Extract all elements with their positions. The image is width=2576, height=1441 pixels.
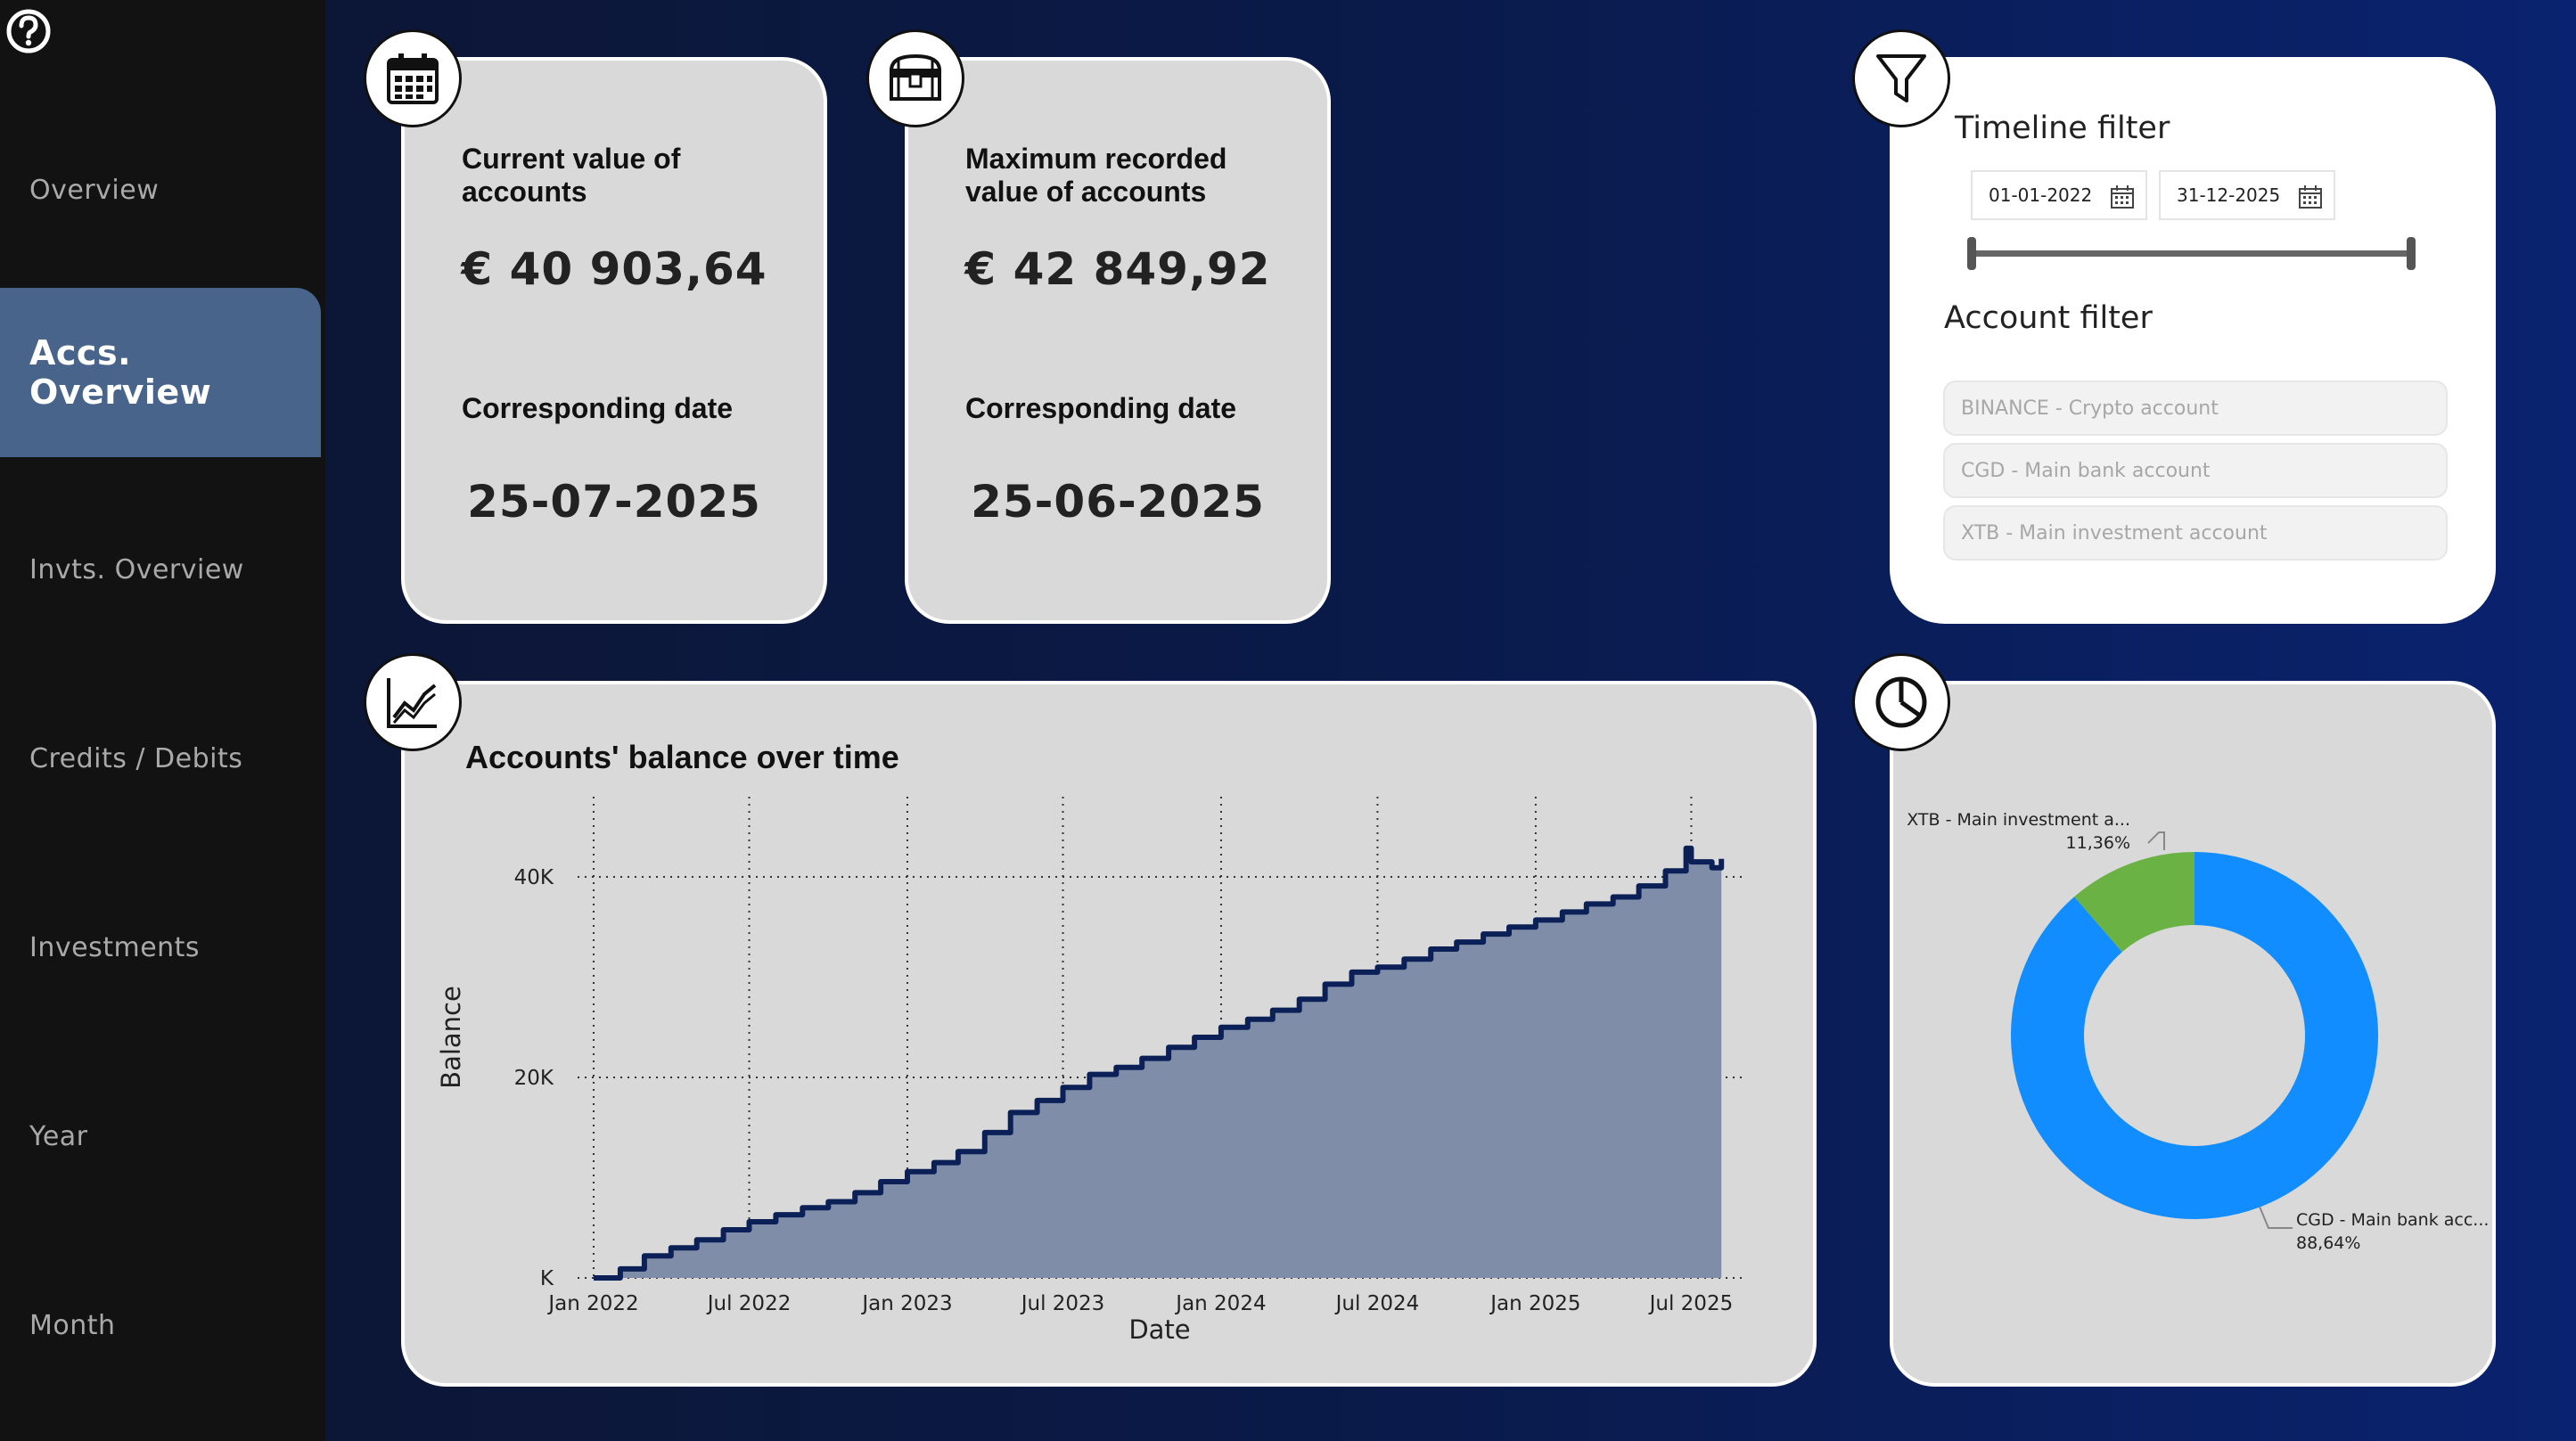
sidebar-item-label: Year: [29, 1120, 88, 1152]
account-option-label: CGD - Main bank account: [1961, 459, 2211, 482]
sidebar-item-investments[interactable]: Investments: [0, 863, 321, 1032]
sidebar-nav: Overview Accs. Overview Invts. Overview …: [0, 0, 325, 1441]
sidebar-item-credits-debits[interactable]: Credits / Debits: [0, 674, 321, 843]
sidebar-item-label: Overview: [29, 174, 160, 206]
sidebar-item-label: Credits / Debits: [29, 742, 243, 774]
y-axis-title: Balance: [436, 986, 466, 1089]
account-option-binance[interactable]: BINANCE - Crypto account: [1943, 381, 2448, 436]
account-filter-title: Account filter: [1944, 300, 2153, 336]
kpi-date-value: 25-07-2025: [467, 476, 761, 528]
calendar-picker-icon[interactable]: [2110, 184, 2135, 209]
y-tick-label: 20K: [514, 1067, 554, 1090]
kpi-date-value: 25-06-2025: [971, 476, 1265, 528]
account-option-label: XTB - Main investment account: [1961, 521, 2268, 544]
x-axis-title: Date: [1128, 1314, 1190, 1345]
sidebar-item-accs-overview[interactable]: Accs. Overview: [0, 288, 321, 457]
calendar-picker-icon[interactable]: [2298, 184, 2323, 209]
x-tick-label: Jan 2025: [1489, 1292, 1580, 1315]
x-tick-label: Jan 2024: [1174, 1292, 1266, 1315]
chart-title: Accounts' balance over time: [465, 739, 899, 775]
timeline-slider-end-handle[interactable]: [2407, 237, 2416, 270]
donut-slice-value: 11,36%: [2066, 833, 2130, 853]
kpi-card-current-value: Current value of accounts € 40 903,64 Co…: [401, 57, 827, 624]
kpi-date-label: Corresponding date: [965, 392, 1237, 424]
sidebar-item-label: Month: [29, 1309, 116, 1341]
start-date-input[interactable]: 01-01-2022: [1971, 170, 2147, 220]
pie-chart-icon: [1852, 653, 1950, 751]
donut-slice[interactable]: [2011, 852, 2378, 1219]
sidebar-item-label: Invts. Overview: [29, 553, 244, 585]
end-date-value: 31-12-2025: [2177, 184, 2281, 206]
line-chart-icon: [364, 653, 462, 751]
kpi-card-max-value: Maximum recorded value of accounts € 42 …: [905, 57, 1331, 624]
sidebar-item-label: Investments: [29, 931, 201, 963]
sidebar-item-month[interactable]: Month: [0, 1240, 321, 1410]
leader-line: [2259, 1206, 2293, 1229]
donut-slice-label: XTB - Main investment a...: [1907, 810, 2130, 830]
donut-slice-label: CGD - Main bank acc...: [2296, 1210, 2489, 1230]
sidebar-item-label: Accs. Overview: [29, 333, 212, 412]
y-tick-label: 40K: [514, 866, 554, 889]
x-tick-label: Jul 2022: [706, 1292, 792, 1315]
kpi-value: € 42 849,92: [964, 243, 1271, 295]
filter-icon: [1852, 29, 1950, 127]
start-date-value: 01-01-2022: [1989, 184, 2093, 206]
balance-line: [594, 845, 1725, 1281]
account-share-donut-chart[interactable]: CGD - Main bank acc... 88,64% XTB - Main i…: [1890, 681, 2496, 1387]
account-option-label: BINANCE - Crypto account: [1961, 397, 2219, 420]
kpi-label: Current value of accounts: [462, 143, 681, 208]
sidebar-item-overview[interactable]: Overview: [0, 105, 321, 274]
x-tick-label: Jan 2023: [860, 1292, 952, 1315]
kpi-value: € 40 903,64: [461, 243, 767, 295]
sidebar-item-invts-overview[interactable]: Invts. Overview: [0, 485, 321, 654]
x-tick-label: Jul 2024: [1334, 1292, 1420, 1315]
account-option-cgd[interactable]: CGD - Main bank account: [1943, 443, 2448, 498]
sidebar-item-year[interactable]: Year: [0, 1052, 321, 1221]
treasure-chest-icon: [866, 29, 964, 127]
end-date-input[interactable]: 31-12-2025: [2159, 170, 2335, 220]
question-circle-icon[interactable]: [4, 7, 53, 55]
x-tick-label: Jul 2025: [1648, 1292, 1734, 1315]
account-option-xtb[interactable]: XTB - Main investment account: [1943, 505, 2448, 561]
timeline-slider-track[interactable]: [1972, 250, 2412, 257]
x-tick-label: Jan 2022: [546, 1292, 638, 1315]
donut-slice[interactable]: [2074, 852, 2195, 953]
balance-area-chart[interactable]: Jan 2022 Jul 2022 Jan 2023 Jul 2023 Jan 2024…: [401, 681, 1817, 1387]
x-tick-label: Jul 2023: [1020, 1292, 1105, 1315]
timeline-slider-start-handle[interactable]: [1967, 237, 1976, 270]
y-tick-label: K: [540, 1267, 554, 1290]
leader-line: [2147, 831, 2165, 850]
calendar-icon: [364, 29, 462, 127]
timeline-filter-title: Timeline filter: [1955, 111, 2170, 146]
kpi-label: Maximum recorded value of accounts: [965, 143, 1227, 208]
balance-area-fill: [594, 847, 1722, 1278]
kpi-date-label: Corresponding date: [462, 392, 734, 424]
donut-slice-value: 88,64%: [2296, 1233, 2360, 1253]
donut-chart-card: [1890, 681, 2496, 1387]
